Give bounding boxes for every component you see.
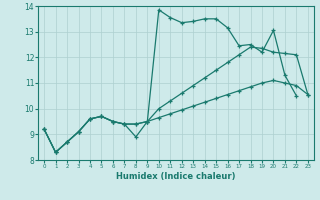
X-axis label: Humidex (Indice chaleur): Humidex (Indice chaleur): [116, 172, 236, 181]
